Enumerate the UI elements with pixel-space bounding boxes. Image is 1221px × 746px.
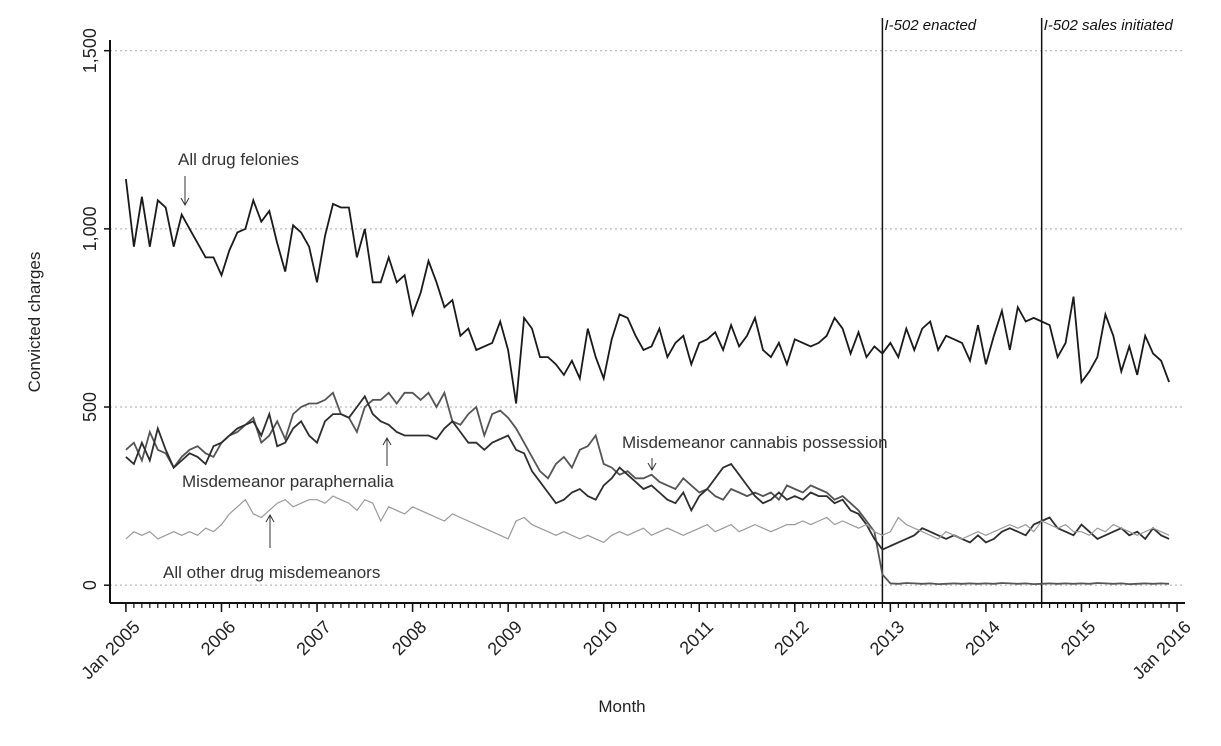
- x-tick-label: 2010: [579, 617, 621, 659]
- x-tick-label: 2009: [484, 617, 526, 659]
- event-label: I-502 sales initiated: [1044, 17, 1174, 34]
- series-line: [125, 390, 1170, 586]
- y-tick-label: 0: [80, 580, 100, 590]
- x-tick-label: 2014: [961, 617, 1003, 659]
- series-line: [125, 394, 1170, 551]
- series-label: Misdemeanor cannabis possession: [622, 433, 888, 452]
- x-tick-label: 2012: [770, 617, 812, 659]
- series-label: All drug felonies: [178, 150, 299, 169]
- arrow-head: [647, 462, 657, 472]
- x-tick-label: 2007: [292, 617, 334, 659]
- series-label: All other drug misdemeanors: [163, 563, 380, 582]
- y-tick-label: 1,500: [80, 28, 100, 73]
- x-tick-label: Jan 2005: [77, 617, 144, 684]
- x-tick-label: 2006: [197, 617, 239, 659]
- x-tick-label: 2011: [676, 617, 718, 659]
- series-line: [125, 495, 1170, 544]
- series-line: [125, 178, 1170, 404]
- arrow-head: [180, 197, 190, 207]
- x-axis-label: Month: [598, 697, 645, 716]
- event-label: I-502 enacted: [884, 17, 976, 34]
- x-tick-label: Jan 2016: [1128, 617, 1195, 684]
- x-tick-label: 2013: [866, 617, 908, 659]
- x-tick-label: 2015: [1057, 617, 1099, 659]
- arrow-head: [382, 436, 392, 446]
- series-label: Misdemeanor paraphernalia: [182, 472, 394, 491]
- arrow-head: [265, 513, 275, 523]
- y-tick-label: 500: [80, 392, 100, 422]
- x-tick-label: 2008: [388, 617, 430, 659]
- y-tick-label: 1,000: [80, 206, 100, 251]
- y-axis-label: Convicted charges: [25, 252, 44, 393]
